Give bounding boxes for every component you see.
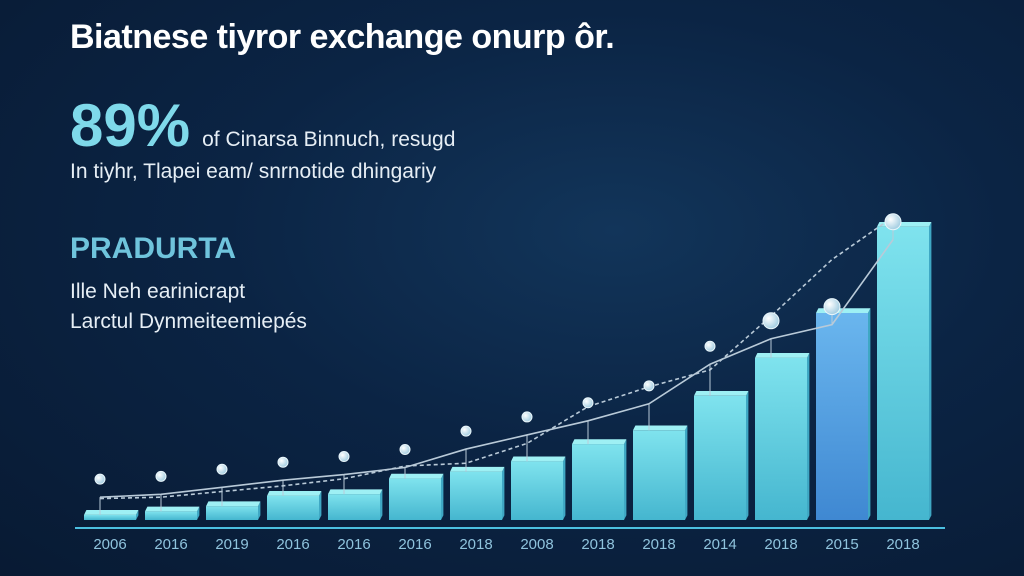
bar-0 bbox=[84, 510, 139, 520]
bar-12 bbox=[816, 308, 871, 520]
bar-top-2 bbox=[206, 501, 261, 507]
marker-12 bbox=[823, 298, 841, 316]
bar-top-5 bbox=[389, 473, 444, 479]
bar-side-6 bbox=[502, 466, 505, 520]
bar-front-0 bbox=[84, 514, 136, 520]
bar-side-2 bbox=[258, 501, 261, 520]
bar-front-4 bbox=[328, 494, 380, 520]
bar-side-3 bbox=[319, 491, 322, 520]
x-tick-2: 2019 bbox=[215, 536, 248, 553]
bar-front-3 bbox=[267, 495, 319, 520]
section-line-1: Ille Neh earinicrapt bbox=[70, 280, 246, 303]
bar-4 bbox=[328, 489, 383, 520]
x-tick-labels: 2006 2016 2019 2016 2016 2016 2018 2008 2018 2018… bbox=[93, 536, 919, 553]
stat-subcaption: In tiyhr, Tlapei eam/ snrnotide dhingari… bbox=[70, 160, 437, 183]
bar-top-6 bbox=[450, 466, 505, 472]
bar-front-6 bbox=[450, 471, 502, 520]
x-tick-7: 2008 bbox=[520, 536, 553, 553]
section-title: PRADURTA bbox=[70, 232, 237, 265]
x-tick-0: 2006 bbox=[93, 536, 126, 553]
bar-5 bbox=[389, 473, 444, 520]
bar-top-9 bbox=[633, 425, 688, 431]
marker-0 bbox=[94, 473, 106, 485]
bar-side-7 bbox=[563, 456, 566, 520]
x-tick-6: 2018 bbox=[459, 536, 492, 553]
x-tick-10: 2014 bbox=[703, 536, 736, 553]
marker-7 bbox=[521, 411, 533, 423]
bar-side-10 bbox=[746, 391, 749, 520]
chart-title: Biatnese tiyror exchange onurp ôr. bbox=[70, 18, 615, 56]
bar-top-1 bbox=[145, 506, 200, 512]
bar-top-0 bbox=[84, 510, 139, 515]
section-line-2: Larctul Dynmeiteemiepés bbox=[70, 310, 307, 333]
marker-2 bbox=[216, 463, 228, 475]
bar-side-4 bbox=[380, 489, 383, 520]
bar-front-9 bbox=[633, 430, 685, 520]
bar-top-7 bbox=[511, 456, 566, 462]
bar-front-8 bbox=[572, 444, 624, 520]
trend-line bbox=[99, 239, 894, 498]
bar-side-12 bbox=[868, 308, 871, 520]
x-tick-3: 2016 bbox=[276, 536, 309, 553]
marker-10 bbox=[704, 340, 716, 352]
marker-13 bbox=[884, 213, 902, 231]
x-tick-4: 2016 bbox=[337, 536, 370, 553]
secondary-line bbox=[99, 216, 894, 500]
x-tick-9: 2018 bbox=[642, 536, 675, 553]
bar-side-8 bbox=[624, 439, 627, 520]
bar-side-1 bbox=[197, 506, 200, 520]
bar-front-12 bbox=[816, 313, 868, 520]
stat-value: 89% bbox=[70, 92, 191, 159]
stat-row: 89% of Cinarsa Binnuch, resugd bbox=[70, 96, 455, 156]
bar-3 bbox=[267, 491, 322, 520]
bar-top-3 bbox=[267, 491, 322, 496]
x-tick-12: 2015 bbox=[825, 536, 858, 553]
bar-6 bbox=[450, 466, 505, 520]
bar-side-11 bbox=[807, 353, 810, 520]
marker-6 bbox=[460, 425, 472, 437]
stat-caption: of Cinarsa Binnuch, resugd bbox=[202, 128, 456, 151]
bar-side-9 bbox=[685, 425, 688, 520]
x-tick-8: 2018 bbox=[581, 536, 614, 553]
bar-9 bbox=[633, 425, 688, 520]
bar-1 bbox=[145, 506, 200, 520]
x-tick-1: 2016 bbox=[154, 536, 187, 553]
bar-front-10 bbox=[694, 395, 746, 520]
marker-4 bbox=[338, 451, 350, 463]
bar-11 bbox=[755, 353, 810, 520]
x-tick-5: 2016 bbox=[398, 536, 431, 553]
bar-front-2 bbox=[206, 506, 258, 520]
bar-front-11 bbox=[755, 357, 807, 520]
bar-side-0 bbox=[136, 510, 139, 520]
bar-top-10 bbox=[694, 391, 749, 396]
marker-8 bbox=[582, 397, 594, 409]
marker-9 bbox=[643, 380, 655, 392]
bar-top-4 bbox=[328, 489, 383, 495]
bars-group bbox=[84, 221, 932, 520]
bar-13 bbox=[877, 221, 932, 520]
marker-1 bbox=[155, 470, 167, 482]
marker-11 bbox=[762, 312, 780, 330]
marker-5 bbox=[399, 443, 411, 455]
bar-side-5 bbox=[441, 473, 444, 520]
bar-2 bbox=[206, 501, 261, 520]
x-tick-13: 2018 bbox=[886, 536, 919, 553]
bar-10 bbox=[694, 391, 749, 520]
lines-group bbox=[94, 213, 902, 515]
bar-top-11 bbox=[755, 353, 810, 358]
bar-top-8 bbox=[572, 439, 627, 445]
bar-side-13 bbox=[929, 221, 932, 520]
marker-3 bbox=[277, 456, 289, 468]
bar-front-13 bbox=[877, 226, 929, 520]
bar-7 bbox=[511, 456, 566, 520]
bar-front-5 bbox=[389, 478, 441, 520]
bar-front-1 bbox=[145, 511, 197, 520]
bar-8 bbox=[572, 439, 627, 520]
x-tick-11: 2018 bbox=[764, 536, 797, 553]
bar-front-7 bbox=[511, 461, 563, 520]
